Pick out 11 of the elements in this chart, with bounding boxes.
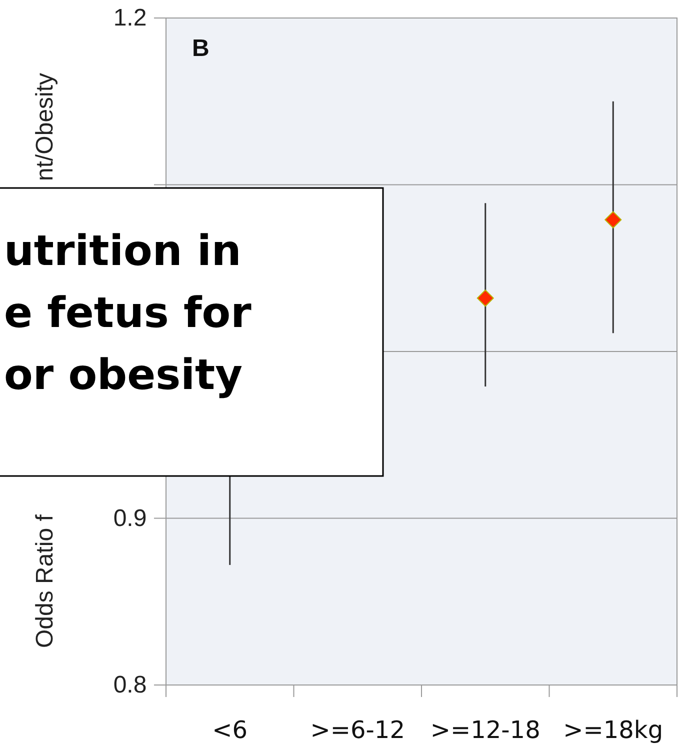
x-tick-label: >=12-18: [430, 716, 540, 744]
y-tick-label: 0.9: [113, 504, 147, 532]
x-tick-label: <6: [212, 716, 248, 744]
x-tick-label: >=6-12: [310, 716, 405, 744]
annotation: utrition in e fetus for or obesity: [4, 226, 252, 399]
text: B: [192, 35, 210, 62]
y-axis-title: Odds Ratio f: [32, 514, 58, 648]
y-tick-label: 0.8: [113, 672, 147, 698]
x-tick-label: >=18kg: [563, 716, 664, 744]
y-tick-label: 1.2: [113, 4, 147, 32]
text: nt/Obesity: [32, 72, 58, 181]
